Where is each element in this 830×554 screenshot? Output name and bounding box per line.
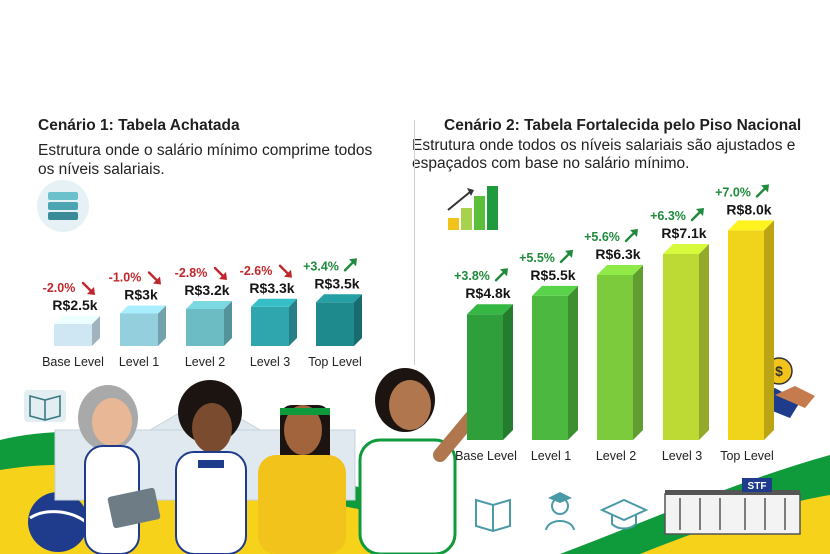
category-label-2-1: Level 1 — [531, 449, 571, 463]
category-label-2-0: Base Level — [455, 449, 517, 463]
scenario-1-title: Cenário 1: Tabela Achatada — [38, 117, 240, 134]
value-label-2-1: R$5.5k — [530, 267, 575, 283]
bar-1-3 — [251, 298, 297, 346]
down-arrow-icon-1-1 — [147, 271, 161, 285]
down-arrow-icon-1-0 — [81, 281, 95, 295]
down-arrow-icon-1-2 — [213, 266, 227, 280]
change-label-1-2: -2.8% — [175, 266, 208, 280]
category-label-1-2: Level 2 — [185, 355, 225, 369]
scenario-1-chart: R$2.5k -2.0% Base Level R$3k -1.0% Level 1 R$3… — [42, 258, 362, 369]
change-label-1-1: -1.0% — [109, 271, 142, 285]
scenario-2-title: Cenário 2: Tabela Fortalecida pelo Piso … — [444, 117, 802, 134]
bar-2-1 — [532, 285, 578, 440]
teachers-illustration — [78, 368, 512, 554]
bar-2-0 — [467, 304, 513, 440]
up-arrow-icon-2-0 — [494, 268, 508, 282]
up-arrow-icon-2-4 — [755, 184, 769, 198]
category-label-2-4: Top Level — [720, 449, 774, 463]
category-label-1-1: Level 1 — [119, 355, 159, 369]
up-arrow-icon-1-4 — [343, 258, 357, 272]
value-label-1-3: R$3.3k — [249, 280, 294, 296]
stack-icon — [37, 180, 89, 232]
stf-badge: STF — [748, 481, 767, 492]
change-label-1-3: -2.6% — [240, 264, 273, 278]
court-building-icon: STF — [664, 478, 801, 535]
bar-1-4 — [316, 294, 362, 346]
value-label-2-3: R$7.1k — [661, 225, 706, 241]
change-label-1-0: -2.0% — [43, 281, 76, 295]
value-label-1-4: R$3.5k — [314, 275, 359, 291]
change-label-2-3: +6.3% — [650, 209, 686, 223]
bar-2-3 — [663, 243, 709, 440]
category-label-1-3: Level 3 — [250, 355, 290, 369]
bar-2-4 — [728, 220, 774, 440]
value-label-1-2: R$3.2k — [184, 282, 229, 298]
change-label-1-4: +3.4% — [303, 259, 339, 273]
category-label-1-4: Top Level — [308, 355, 362, 369]
down-arrow-icon-1-3 — [278, 264, 292, 278]
scenario-2-chart: R$4.8k +3.8% Base Level R$5.5k +5.5% Level 1 R… — [454, 184, 774, 463]
mortarboard-icon — [599, 498, 649, 530]
change-label-2-2: +5.6% — [584, 230, 620, 244]
category-label-2-2: Level 2 — [596, 449, 636, 463]
category-label-2-3: Level 3 — [662, 449, 702, 463]
change-label-2-0: +3.8% — [454, 269, 490, 283]
category-label-1-0: Base Level — [42, 355, 104, 369]
up-arrow-icon-2-3 — [690, 207, 704, 222]
value-label-2-4: R$8.0k — [726, 201, 771, 217]
bar-1-0 — [54, 316, 100, 346]
book-icon — [24, 390, 66, 422]
up-arrow-icon-2-2 — [624, 228, 638, 243]
growth-chart-icon — [447, 186, 498, 230]
value-label-2-0: R$4.8k — [465, 285, 510, 301]
scenario-2-description: Estrutura onde todos os níveis salariais… — [412, 137, 796, 172]
bar-2-2 — [597, 264, 643, 440]
value-label-1-1: R$3k — [124, 287, 158, 303]
graduate-icon — [545, 492, 575, 531]
up-arrow-icon-2-1 — [559, 249, 573, 264]
change-label-2-4: +7.0% — [715, 185, 751, 199]
value-label-1-0: R$2.5k — [52, 297, 97, 313]
change-label-2-1: +5.5% — [519, 251, 555, 265]
svg-text:$: $ — [775, 363, 783, 379]
value-label-2-2: R$6.3k — [595, 246, 640, 262]
bar-1-2 — [186, 301, 232, 346]
panel-divider — [414, 120, 415, 365]
bottom-book-icon — [475, 498, 511, 533]
scenario-1-description: Estrutura onde o salário mínimo comprime… — [38, 142, 373, 178]
bar-1-1 — [120, 305, 166, 346]
